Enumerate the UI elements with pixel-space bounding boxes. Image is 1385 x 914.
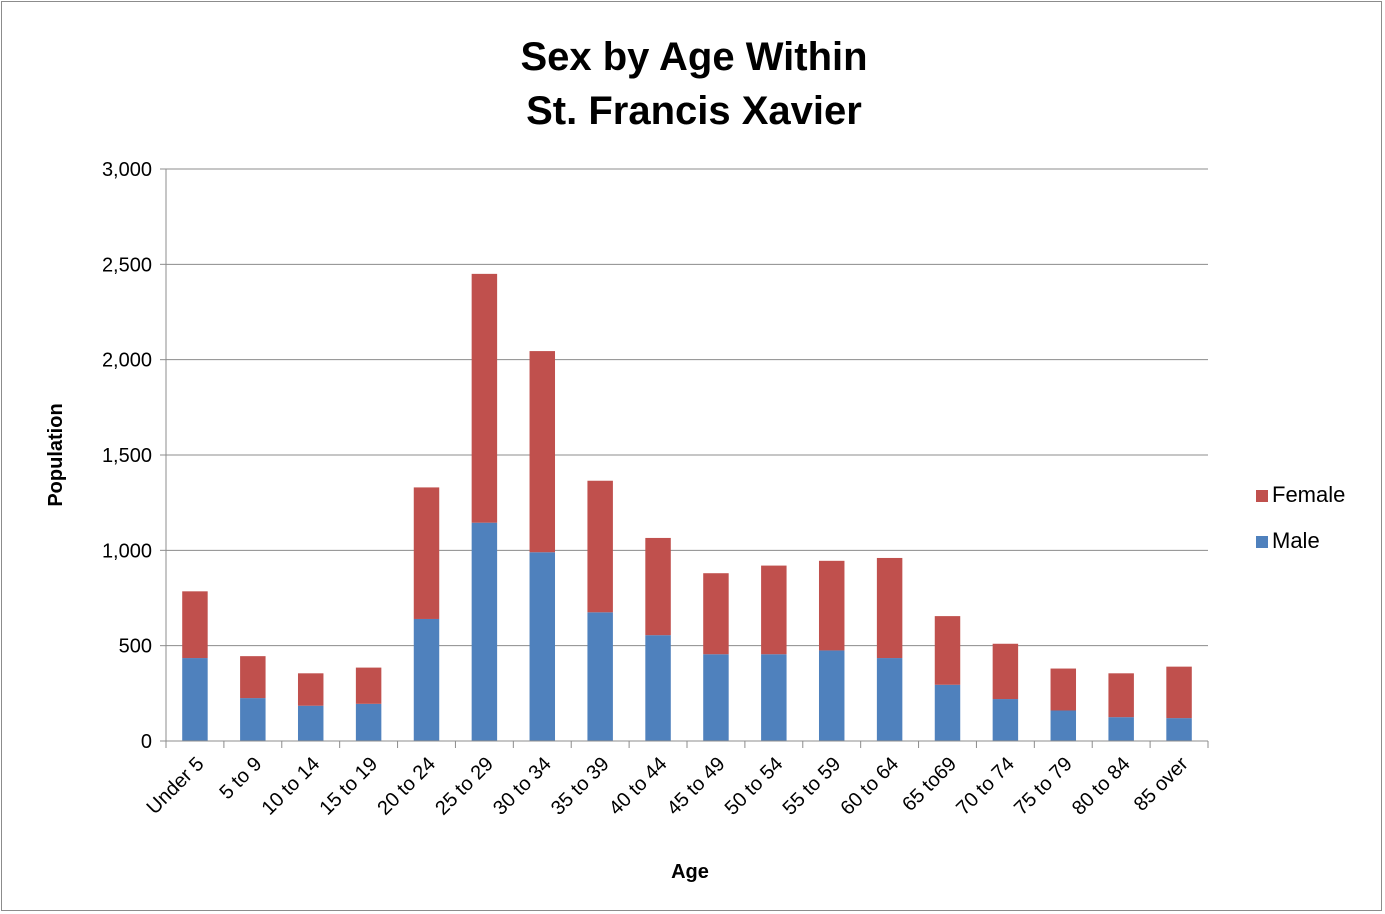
bar-female-14	[992, 643, 1019, 700]
bar-male-10	[761, 654, 787, 741]
bar-male-9	[703, 654, 729, 741]
bar-female-9	[703, 573, 729, 655]
bar-male-15	[1050, 710, 1077, 741]
bar-male-14	[992, 699, 1019, 741]
x-tick-label: 10 to 14	[258, 753, 325, 820]
x-tick-label: 65 to69	[898, 753, 961, 816]
bar-female-17	[1166, 666, 1192, 719]
bar-female-1	[240, 656, 266, 699]
x-tick-label: 20 to 24	[373, 753, 440, 820]
y-tick-label: 1,000	[102, 540, 152, 562]
x-tick-label: 40 to 44	[605, 753, 672, 820]
x-tick-label: 15 to 19	[315, 753, 382, 820]
chart-title-line-1: Sex by Age Within	[520, 35, 867, 79]
x-tick-label: 35 to 39	[547, 753, 614, 820]
bar-female-16	[1108, 673, 1134, 718]
bar-female-6	[529, 351, 556, 553]
y-tick-label: 3,000	[102, 159, 152, 181]
axes	[160, 168, 1209, 748]
x-tick-label: 75 to 79	[1010, 753, 1077, 820]
chart-title-line-2: St. Francis Xavier	[526, 89, 862, 133]
y-tick-label: 500	[119, 636, 152, 658]
x-tick-label: 80 to 84	[1068, 753, 1135, 820]
y-axis-label: Population	[45, 403, 67, 506]
bar-male-5	[471, 522, 498, 741]
bar-female-5	[471, 273, 498, 523]
y-tick-label: 2,000	[102, 350, 152, 372]
bar-female-3	[355, 667, 382, 704]
bar-female-15	[1050, 668, 1077, 711]
bar-female-2	[297, 673, 324, 706]
bar-male-12	[876, 658, 903, 741]
gridlines	[166, 168, 1208, 647]
x-tick-label: 30 to 34	[489, 753, 556, 820]
bar-male-13	[934, 684, 961, 741]
bar-male-2	[297, 705, 324, 741]
x-tick-label: 55 to 59	[779, 753, 846, 820]
bars	[182, 273, 1192, 741]
y-tick-label: 0	[141, 731, 152, 753]
x-tick-label: 50 to 54	[721, 753, 788, 820]
x-tick-label: 85 over	[1130, 753, 1193, 816]
x-tick-label: 70 to 74	[952, 753, 1019, 820]
bar-male-17	[1166, 718, 1192, 741]
bar-male-4	[413, 618, 440, 741]
bar-female-11	[818, 560, 845, 651]
bar-male-1	[240, 698, 266, 741]
bar-male-3	[355, 703, 382, 741]
bar-female-12	[876, 557, 903, 659]
bar-female-8	[645, 537, 671, 636]
x-axis-label: Age	[671, 861, 709, 883]
x-tick-label: 25 to 29	[431, 753, 498, 820]
legend: Female Male	[1256, 482, 1345, 553]
legend-swatch-male	[1256, 536, 1268, 548]
bar-female-4	[413, 487, 440, 619]
bar-male-11	[818, 650, 845, 741]
x-tick-label: 60 to 64	[836, 753, 903, 820]
y-tick-label: 2,500	[102, 254, 152, 276]
bar-female-0	[182, 591, 208, 659]
legend-label-female: Female	[1272, 482, 1345, 507]
bar-male-6	[529, 552, 556, 741]
x-tick-label: Under 5	[143, 753, 209, 819]
bar-male-0	[182, 658, 208, 741]
bar-male-8	[645, 635, 671, 741]
y-tick-label: 1,500	[102, 445, 152, 467]
bar-female-10	[761, 565, 787, 655]
x-tick-label: 45 to 49	[663, 753, 730, 820]
bar-male-16	[1108, 717, 1134, 741]
legend-swatch-female	[1256, 490, 1268, 502]
legend-label-male: Male	[1272, 528, 1320, 553]
bar-male-7	[587, 612, 613, 741]
bar-female-7	[587, 480, 613, 613]
x-tick-label: 5 to 9	[215, 753, 266, 804]
bar-female-13	[934, 616, 961, 685]
